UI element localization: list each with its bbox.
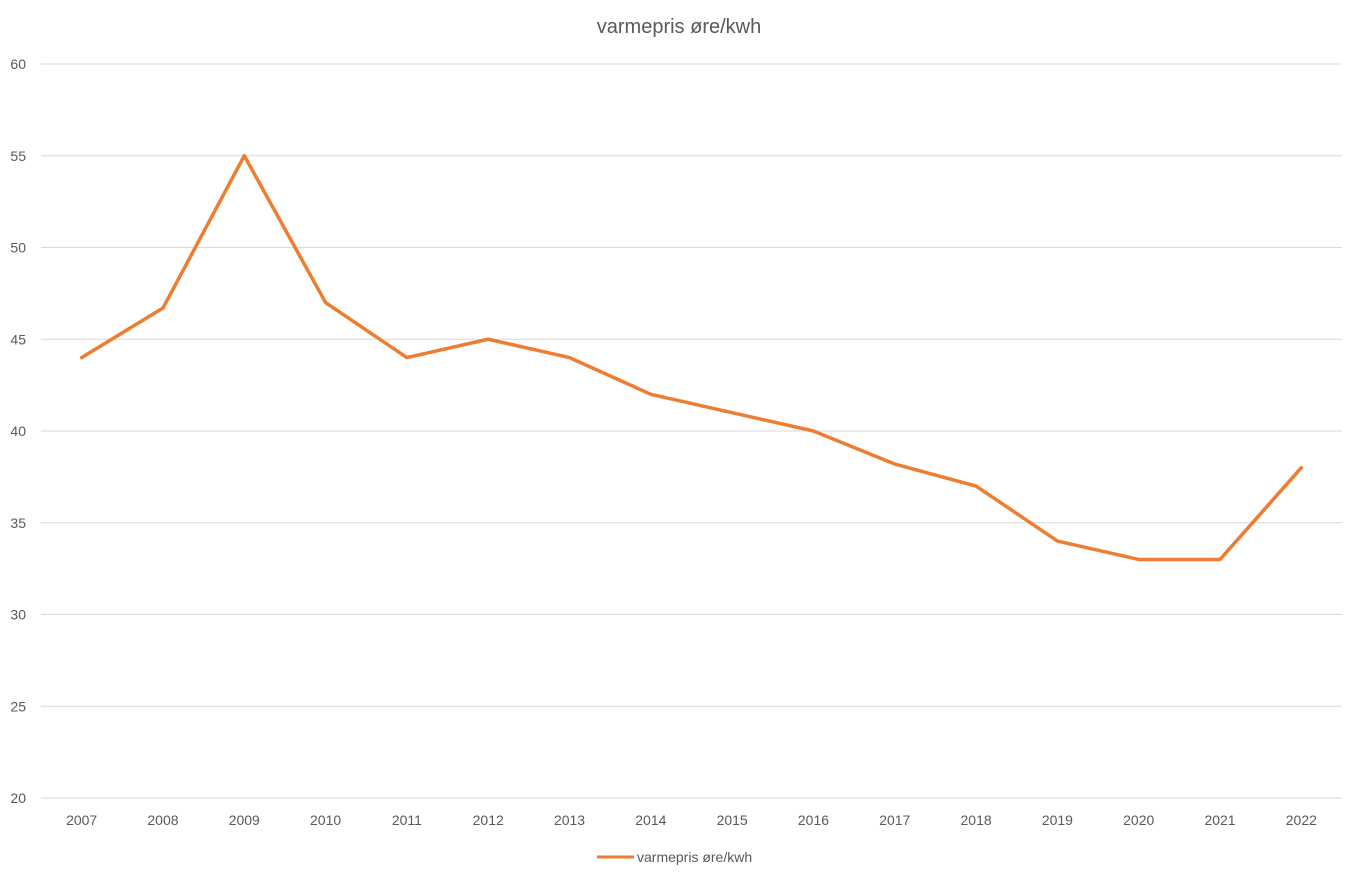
data-point bbox=[80, 356, 84, 360]
y-axis-ticks: 20 25 30 35 40 45 50 55 60 bbox=[10, 56, 26, 806]
series-line bbox=[79, 154, 1304, 562]
x-tick-label: 2022 bbox=[1286, 812, 1317, 828]
y-tick-label: 45 bbox=[10, 331, 26, 347]
x-tick-label: 2008 bbox=[147, 812, 178, 828]
y-tick-label: 35 bbox=[10, 515, 26, 531]
y-tick-label: 50 bbox=[10, 240, 26, 256]
x-tick-label: 2012 bbox=[473, 812, 504, 828]
x-tick-label: 2015 bbox=[717, 812, 748, 828]
y-tick-label: 25 bbox=[10, 698, 26, 714]
x-axis-ticks: 2007 2008 2009 2010 2011 2012 2013 2014 2015 2016… bbox=[66, 812, 1317, 828]
y-tick-label: 40 bbox=[10, 423, 26, 439]
gridlines bbox=[41, 63, 1342, 799]
y-tick-label: 55 bbox=[10, 148, 26, 164]
x-tick-label: 2018 bbox=[961, 812, 992, 828]
data-point bbox=[1055, 539, 1059, 543]
data-point bbox=[1137, 557, 1141, 561]
y-tick-label: 60 bbox=[10, 56, 26, 72]
data-point bbox=[242, 154, 246, 158]
x-tick-label: 2020 bbox=[1123, 812, 1154, 828]
x-tick-label: 2014 bbox=[635, 812, 666, 828]
x-tick-label: 2019 bbox=[1042, 812, 1073, 828]
data-point bbox=[893, 462, 897, 466]
data-point bbox=[1299, 466, 1303, 470]
legend-label: varmepris øre/kwh bbox=[637, 849, 752, 865]
x-tick-label: 2007 bbox=[66, 812, 97, 828]
data-point bbox=[161, 306, 165, 310]
y-tick-label: 20 bbox=[10, 790, 26, 806]
x-tick-label: 2009 bbox=[229, 812, 260, 828]
x-tick-label: 2013 bbox=[554, 812, 585, 828]
data-point bbox=[568, 356, 572, 360]
x-tick-label: 2016 bbox=[798, 812, 829, 828]
y-tick-label: 30 bbox=[10, 607, 26, 623]
data-point bbox=[324, 301, 328, 305]
x-tick-label: 2017 bbox=[879, 812, 910, 828]
x-tick-label: 2010 bbox=[310, 812, 341, 828]
legend: varmepris øre/kwh bbox=[597, 849, 752, 865]
data-point bbox=[1218, 557, 1222, 561]
series-layer bbox=[79, 154, 1304, 562]
data-point bbox=[974, 484, 978, 488]
x-tick-label: 2021 bbox=[1204, 812, 1235, 828]
chart-title: varmepris øre/kwh bbox=[597, 16, 761, 38]
data-point bbox=[811, 429, 815, 433]
x-tick-label: 2011 bbox=[392, 812, 422, 828]
data-point bbox=[649, 392, 653, 396]
data-point bbox=[405, 356, 409, 360]
data-point bbox=[486, 337, 490, 341]
data-point bbox=[730, 411, 734, 415]
